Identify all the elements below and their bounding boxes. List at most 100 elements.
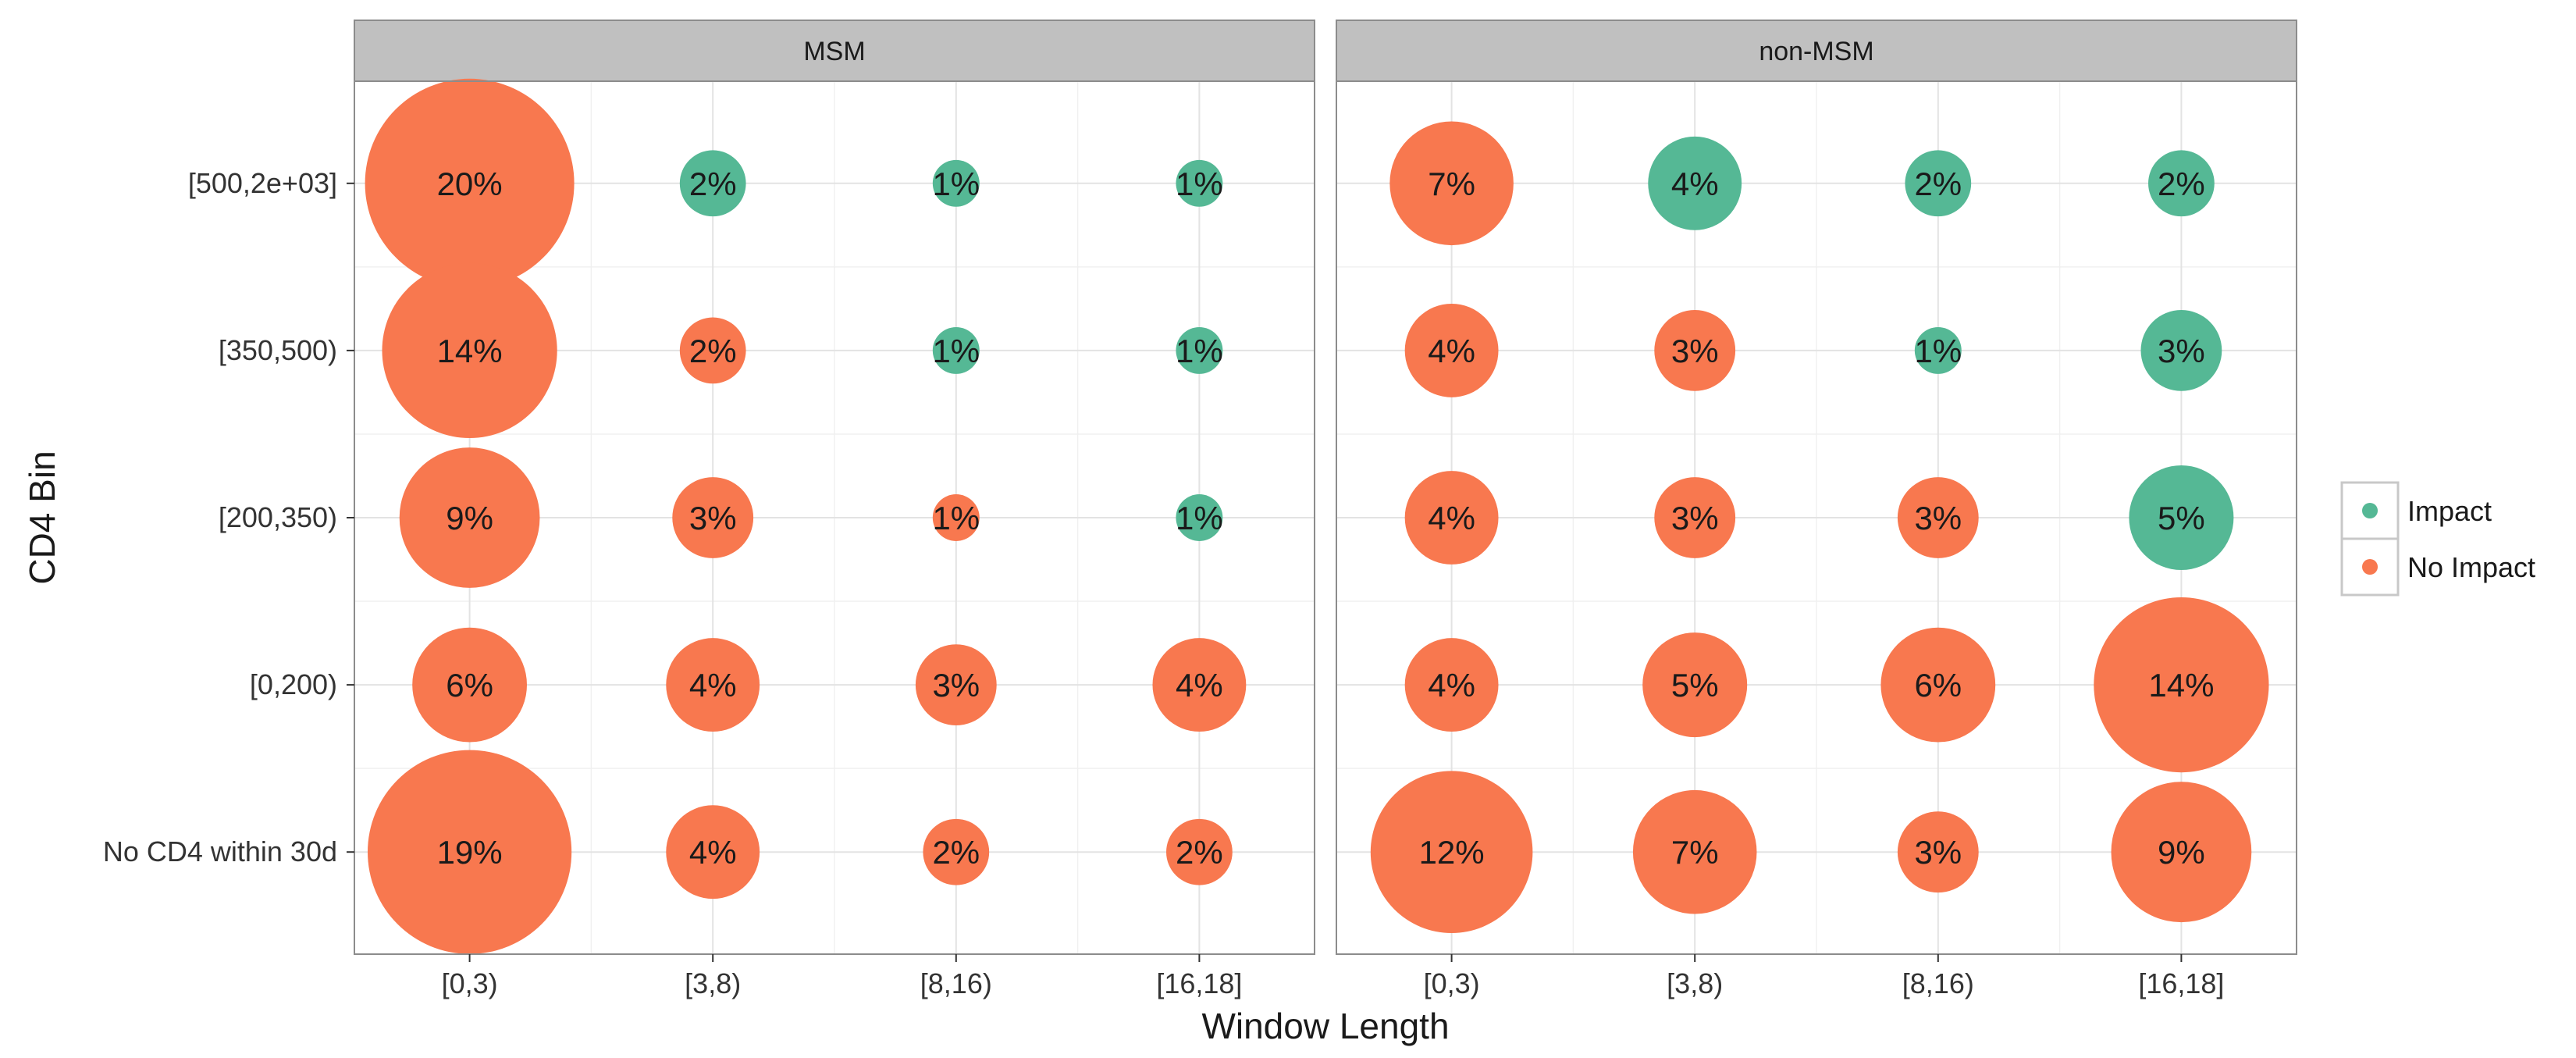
bubble-label: 3% xyxy=(1914,834,1962,871)
bubble-label: 19% xyxy=(437,834,503,871)
bubble-point xyxy=(2148,150,2215,217)
bubble-point xyxy=(1176,494,1223,541)
bubble-label: 14% xyxy=(437,333,503,369)
bubble-point xyxy=(932,494,980,541)
bubble-point xyxy=(1389,121,1514,246)
bubble-label: 1% xyxy=(1914,333,1962,369)
bubble-point xyxy=(1905,150,1972,217)
x-tick-label: [3,8) xyxy=(1667,967,1723,999)
bubble-label: 4% xyxy=(1428,667,1475,704)
facet-panel-non-msm: non-MSM 7% 4% 2% 2% 4% 3% 1% 3% 4% 3% 3% 5% 4% 5% 6% 14%… xyxy=(1336,20,2297,999)
bubble-point xyxy=(923,818,990,885)
bubble-label: 7% xyxy=(1428,166,1475,202)
bubble-label: 4% xyxy=(1428,500,1475,536)
y-tick-label: [200,350) xyxy=(219,501,337,533)
bubble-label: 4% xyxy=(1176,667,1223,704)
bubble-label: 1% xyxy=(932,166,980,202)
bubble-label: 6% xyxy=(1914,667,1962,704)
y-axis-title: CD4 Bin xyxy=(22,451,62,584)
bubble-label: 1% xyxy=(932,333,980,369)
x-tick-label: [16,18] xyxy=(1156,967,1242,999)
bubble-point xyxy=(666,805,760,899)
bubble-point xyxy=(1166,818,1233,885)
x-tick-label: [8,16) xyxy=(920,967,992,999)
bubble-point xyxy=(932,326,980,374)
bubble-point xyxy=(1897,477,1979,558)
bubble-point xyxy=(412,627,527,743)
bubble-label: 4% xyxy=(689,834,737,871)
bubble-point xyxy=(1370,771,1533,933)
bubble-label: 3% xyxy=(2158,333,2205,369)
y-tick-label: [500,2e+03] xyxy=(188,167,337,199)
bubble-label: 3% xyxy=(1914,500,1962,536)
bubble-point xyxy=(2140,310,2222,391)
bubble-label: 4% xyxy=(1428,333,1475,369)
bubble-point xyxy=(1654,477,1736,558)
bubble-label: 20% xyxy=(437,166,503,202)
facet-strip xyxy=(1336,20,2297,82)
bubble-point xyxy=(1404,638,1499,732)
bubble-label: 3% xyxy=(1671,333,1719,369)
bubble-point xyxy=(1404,303,1499,397)
x-tick-label: [0,3) xyxy=(442,967,498,999)
bubble-label: 9% xyxy=(446,500,493,536)
bubble-point xyxy=(915,644,997,725)
bubble-label: 3% xyxy=(932,667,980,704)
bubble-point xyxy=(1642,632,1748,738)
bubble-label: 1% xyxy=(1176,333,1223,369)
y-tick-label: [0,200) xyxy=(250,668,337,700)
bubble-point xyxy=(2111,782,2252,923)
bubble-point xyxy=(1152,638,1247,732)
bubble-point xyxy=(365,78,575,288)
bubble-point xyxy=(672,477,754,558)
legend: Impact No Impact xyxy=(2340,481,2535,597)
legend-key-impact xyxy=(2362,503,2378,518)
bubble-point xyxy=(1914,326,1962,374)
bubble-point xyxy=(1880,627,1996,743)
bubble-point xyxy=(1176,326,1223,374)
bubble-point xyxy=(1176,159,1223,207)
bubble-label: 14% xyxy=(2148,667,2214,704)
bubble-label: 1% xyxy=(932,500,980,536)
bubbles: 20% 2% 1% 1% 14% 2% 1% 1% 9% 3% 1% 1% 6% 4% 3% 4% 19% 4% 2… xyxy=(365,78,1247,954)
bubble-label: 3% xyxy=(1671,500,1719,536)
bubble-label: 1% xyxy=(1176,166,1223,202)
bubble-point xyxy=(2129,465,2234,570)
legend-key-no-impact xyxy=(2362,559,2378,575)
bubble-label: 5% xyxy=(2158,500,2205,536)
y-tick-label: [350,500) xyxy=(219,334,337,366)
x-tick-label: [0,3) xyxy=(1424,967,1480,999)
bubble-label: 2% xyxy=(932,834,980,871)
x-tick-label: [3,8) xyxy=(685,967,741,999)
bubble-label: 1% xyxy=(1176,500,1223,536)
bubble-point xyxy=(399,447,540,588)
bubble-label: 2% xyxy=(689,166,737,202)
panel-border xyxy=(1336,80,2297,955)
bubble-label: 6% xyxy=(446,667,493,704)
legend-label: No Impact xyxy=(2407,551,2535,583)
bubble-point xyxy=(1897,811,1979,893)
bubble-point xyxy=(666,638,760,732)
bubble-point xyxy=(679,150,746,217)
facet-title: non-MSM xyxy=(1759,37,1873,66)
x-tick-label: [16,18] xyxy=(2138,967,2224,999)
facet-panel-msm: MSM 20% 2% 1% 1% 14% 2% 1% 1% 9% 3% 1% 1% 6% 4% 3% 4% 19%… xyxy=(354,20,1315,999)
bubble-point xyxy=(1404,471,1499,565)
bubbles: 7% 4% 2% 2% 4% 3% 1% 3% 4% 3% 3% 5% 4% 5% 6% 14% 12% 7% 3%… xyxy=(1370,121,2269,933)
bubble-point xyxy=(1648,136,1742,230)
bubble-label: 9% xyxy=(2158,834,2205,871)
bubble-label: 12% xyxy=(1419,834,1485,871)
bubble-label: 4% xyxy=(689,667,737,704)
bubble-label: 2% xyxy=(689,333,737,369)
y-tick-label: No CD4 within 30d xyxy=(103,835,337,867)
bubble-point xyxy=(1632,789,1757,914)
bubble-point xyxy=(932,159,980,207)
y-axis: [500,2e+03] [350,500) [200,350) [0,200) No C… xyxy=(103,167,354,867)
bubble-label: 2% xyxy=(1914,166,1962,202)
bubble-label: 3% xyxy=(689,500,737,536)
bubble-label: 2% xyxy=(1176,834,1223,871)
bubble-point xyxy=(2094,597,2269,773)
bubble-point xyxy=(367,750,572,954)
